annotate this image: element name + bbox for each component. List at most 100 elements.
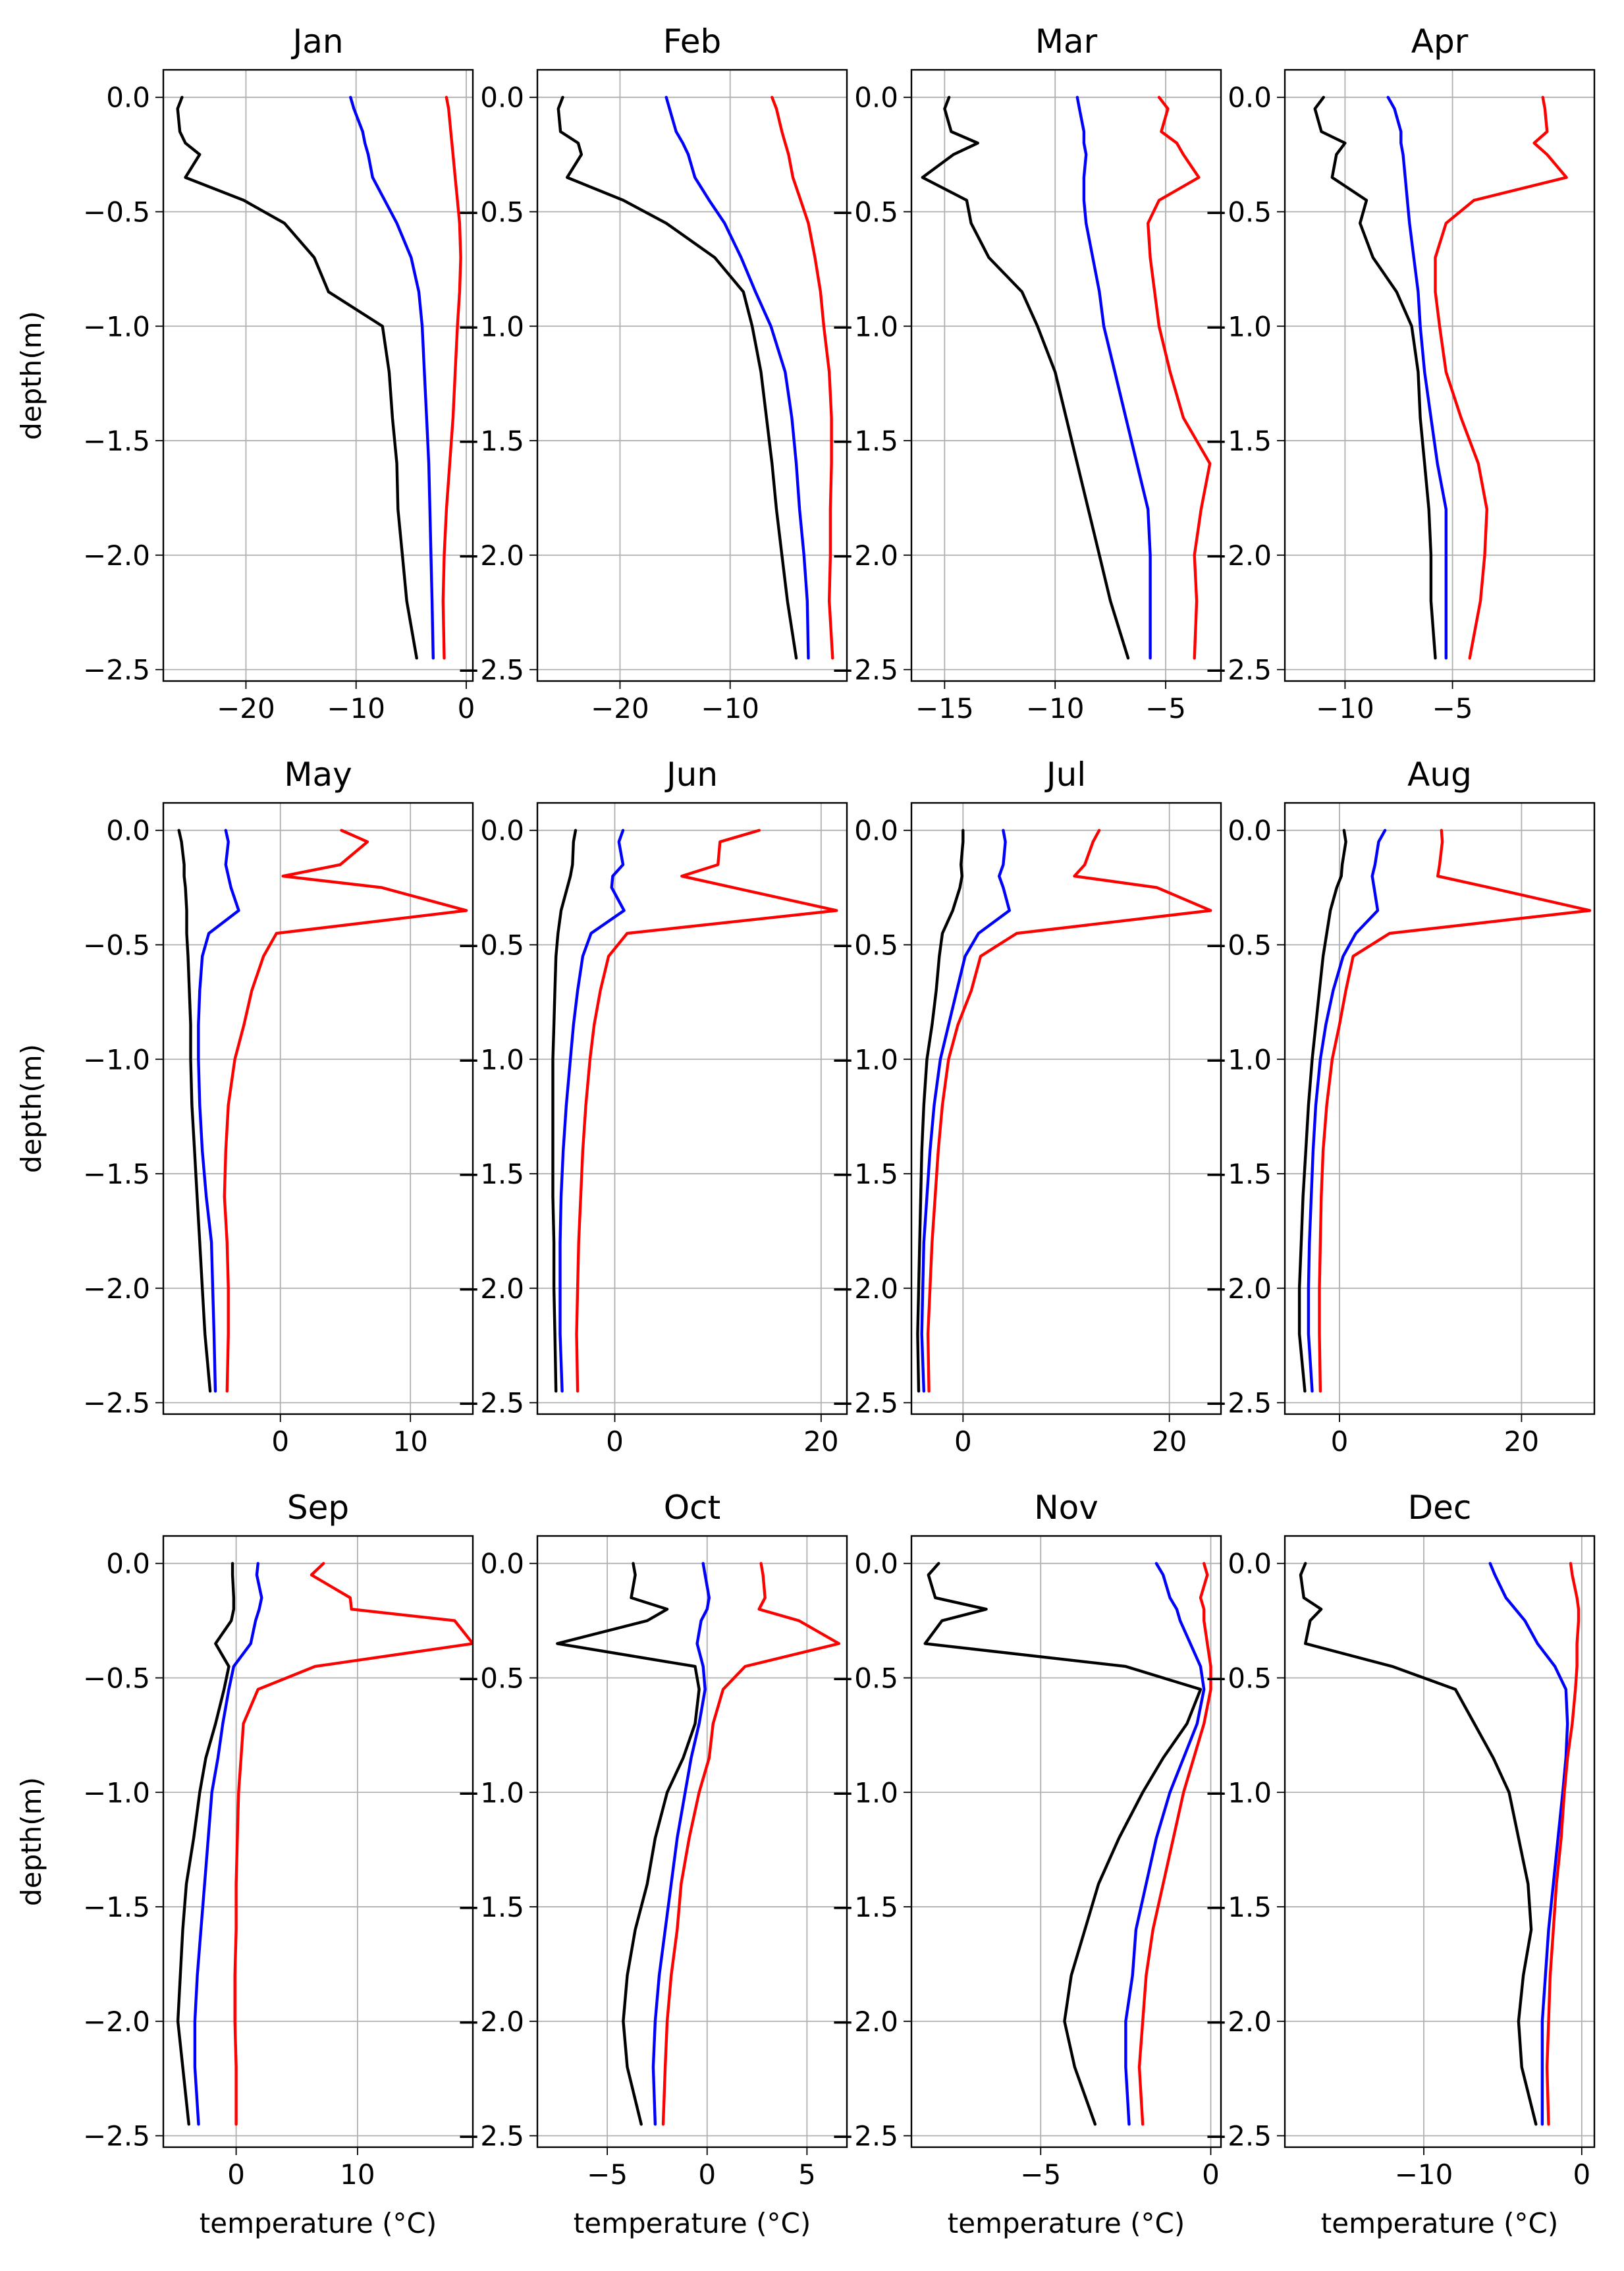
y-tick-label: 0.0 [1228, 82, 1272, 114]
y-tick-label: −0.5 [1204, 196, 1272, 228]
y-tick-label: 0.0 [1228, 1548, 1272, 1580]
y-tick-label: 0.0 [854, 82, 898, 114]
x-tick-label: 0 [954, 1425, 972, 1458]
y-tick-label: −1.5 [83, 1891, 150, 1923]
x-axis-label: temperature (°C) [1321, 2207, 1558, 2239]
y-tick-label: −0.5 [457, 929, 524, 961]
panel-title: Aug [1407, 755, 1472, 794]
series-max-line [1137, 1562, 1212, 2126]
y-axis-label: depth(m) [15, 1777, 47, 1906]
panel-jan: −20 −10 0 0.0 −0.5 −1.0 −1.5 −2.0 −2.5 Jan depth(m… [15, 22, 475, 725]
y-tick-label: −2.0 [831, 2006, 898, 2038]
series-mean-line [1307, 829, 1387, 1393]
x-tick-label: 0 [227, 2158, 245, 2191]
y-tick-label: −1.0 [83, 310, 150, 342]
axes-frame [162, 68, 474, 682]
panel-title: Jul [1044, 755, 1086, 794]
axes-frame [536, 802, 848, 1415]
y-tick-label: −2.0 [831, 1272, 898, 1305]
y-tick-label: −2.5 [83, 1387, 150, 1419]
y-tick-label: −1.0 [831, 1043, 898, 1076]
series-mean-line [1075, 96, 1152, 660]
panel-feb: −20 −10 0.0 −0.5 −1.0 −1.5 −2.0 −2.5 Feb [457, 22, 848, 725]
y-tick-label: −2.5 [83, 2120, 150, 2152]
y-tick-label: −1.5 [1204, 425, 1272, 457]
panel-aug: 0 20 0.0 −0.5 −1.0 −1.5 −2.0 −2.5 Aug [1204, 755, 1596, 1458]
x-tick-label: 10 [392, 1425, 427, 1458]
panel-nov: −5 0 0.0 −0.5 −1.0 −1.5 −2.0 −2.5 Nov temperature… [831, 1489, 1222, 2239]
series-max-line [1318, 829, 1592, 1393]
x-tick-label: 5 [798, 2158, 816, 2191]
x-tick-label: −5 [587, 2158, 628, 2191]
y-tick-label: 0.0 [480, 82, 524, 114]
y-tick-label: −1.5 [831, 1158, 898, 1190]
series-max-line [223, 829, 468, 1393]
y-tick-label: −1.5 [831, 425, 898, 457]
series-mean-line [1124, 1562, 1206, 2126]
y-tick-label: −2.5 [831, 654, 898, 686]
y-tick-label: −2.0 [83, 1272, 150, 1305]
x-axis-label: temperature (°C) [200, 2207, 437, 2239]
series-min-line [1313, 96, 1437, 660]
y-tick-label: −2.0 [457, 539, 524, 572]
y-tick-label: −0.5 [83, 1662, 150, 1694]
y-tick-label: −0.5 [83, 196, 150, 228]
panel-jun: 0 20 0.0 −0.5 −1.0 −1.5 −2.0 −2.5 Jun [457, 755, 848, 1458]
y-tick-label: −0.5 [1204, 929, 1272, 961]
series-max-line [1545, 1562, 1581, 2126]
axes-frame [910, 68, 1222, 682]
y-tick-label: −1.0 [457, 1776, 524, 1809]
y-tick-label: 0.0 [854, 1548, 898, 1580]
y-tick-label: −2.5 [831, 1387, 898, 1419]
series-max-line [661, 1562, 841, 2126]
y-tick-label: −2.5 [1204, 654, 1272, 686]
y-tick-label: −1.0 [83, 1776, 150, 1809]
x-tick-label: −5 [1432, 692, 1473, 725]
y-axis-label: depth(m) [15, 1044, 47, 1173]
y-tick-label: −2.0 [457, 1272, 524, 1305]
axes-frame [910, 1535, 1222, 2148]
x-tick-label: 20 [1504, 1425, 1539, 1458]
y-tick-label: −0.5 [831, 1662, 898, 1694]
y-tick-label: −2.5 [83, 654, 150, 686]
y-tick-label: −0.5 [83, 929, 150, 961]
series-mean-line [558, 829, 626, 1393]
x-tick-label: 20 [803, 1425, 838, 1458]
series-max-line [575, 829, 838, 1393]
series-max-line [441, 96, 462, 660]
panel-sep: 0 10 0.0 −0.5 −1.0 −1.5 −2.0 −2.5 Sep depth(m) tem… [15, 1489, 474, 2239]
y-tick-label: −2.5 [457, 1387, 524, 1419]
axes-frame [162, 802, 474, 1415]
y-tick-label: −1.5 [457, 1891, 524, 1923]
series-min-line [551, 829, 578, 1393]
y-tick-label: −1.0 [1204, 1043, 1272, 1076]
panel-title: Mar [1035, 22, 1098, 61]
series-min-line [1299, 1562, 1538, 2126]
axes-frame [162, 1535, 474, 2148]
y-tick-label: −2.0 [83, 539, 150, 572]
y-tick-label: 0.0 [106, 815, 150, 847]
series-mean-line [193, 1562, 263, 2126]
series-max-line [926, 829, 1212, 1393]
y-tick-label: −2.0 [1204, 2006, 1272, 2038]
x-tick-label: 0 [1573, 2158, 1590, 2191]
y-tick-label: −0.5 [1204, 1662, 1272, 1694]
y-tick-label: 0.0 [854, 815, 898, 847]
panel-title: Apr [1411, 22, 1469, 61]
x-tick-label: 0 [1331, 1425, 1349, 1458]
y-tick-label: 0.0 [480, 1548, 524, 1580]
series-min-line [177, 829, 212, 1393]
x-tick-label: 0 [458, 692, 475, 725]
x-tick-label: −5 [1145, 692, 1186, 725]
panel-mar: −15 −10 −5 0.0 −0.5 −1.0 −1.5 −2.0 −2.5 Mar [831, 22, 1222, 725]
x-tick-label: 20 [1152, 1425, 1187, 1458]
panel-oct: −5 0 5 0.0 −0.5 −1.0 −1.5 −2.0 −2.5 Oct temperatur… [457, 1489, 848, 2239]
y-tick-label: −2.5 [831, 2120, 898, 2152]
panel-title: Sep [287, 1489, 349, 1527]
y-tick-label: −1.0 [831, 1776, 898, 1809]
y-tick-label: −1.0 [831, 310, 898, 342]
y-tick-label: −0.5 [831, 929, 898, 961]
y-tick-label: −0.5 [457, 196, 524, 228]
panel-title: May [284, 755, 352, 794]
